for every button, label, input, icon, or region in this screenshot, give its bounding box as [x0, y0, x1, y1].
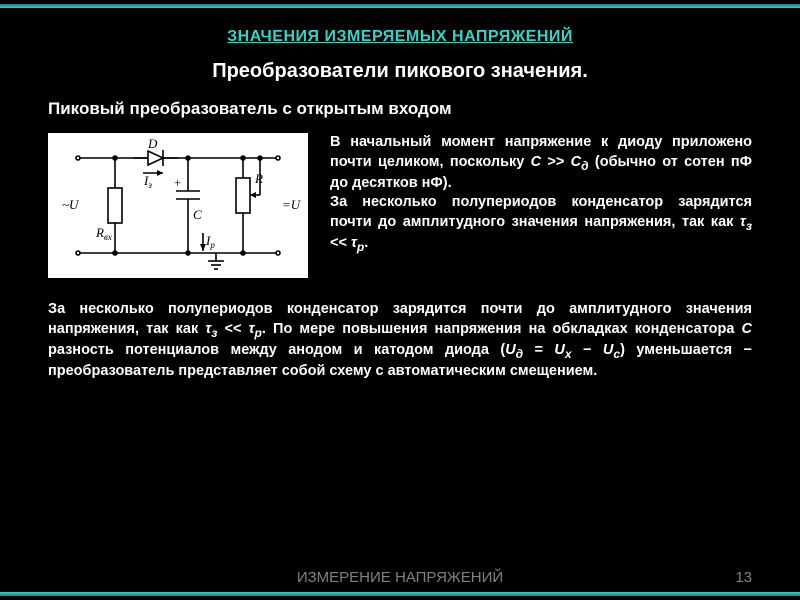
- row-circuit-and-text: ~U =U Rвх: [48, 133, 752, 278]
- header-title: ЗНАЧЕНИЯ ИЗМЕРЯЕМЫХ НАПРЯЖЕНИЙ: [48, 28, 752, 46]
- circuit-diagram: ~U =U Rвх: [48, 133, 308, 278]
- svg-text:C: C: [193, 207, 202, 222]
- svg-text:Rвх: Rвх: [95, 225, 112, 242]
- svg-text:R: R: [254, 171, 263, 186]
- slide-container: ЗНАЧЕНИЯ ИЗМЕРЯЕМЫХ НАПРЯЖЕНИЙ Преобразо…: [0, 0, 800, 600]
- svg-text:D: D: [147, 136, 158, 151]
- svg-text:~U: ~U: [62, 197, 80, 212]
- section-label: Пиковый преобразователь с открытым входо…: [48, 99, 752, 119]
- paragraph-2: За несколько полупериодов конденсатор за…: [48, 300, 752, 382]
- slide-subtitle: Преобразователи пикового значения.: [48, 60, 752, 83]
- svg-text:Iз: Iз: [143, 173, 152, 190]
- page-number: 13: [735, 569, 752, 586]
- svg-text:=U: =U: [282, 197, 302, 212]
- paragraph-1: В начальный момент напряжение к диоду пр…: [330, 133, 752, 255]
- footer-text: ИЗМЕРЕНИЕ НАПРЯЖЕНИЙ: [0, 569, 800, 586]
- svg-text:+: +: [174, 175, 181, 190]
- svg-text:Iр: Iр: [205, 233, 215, 250]
